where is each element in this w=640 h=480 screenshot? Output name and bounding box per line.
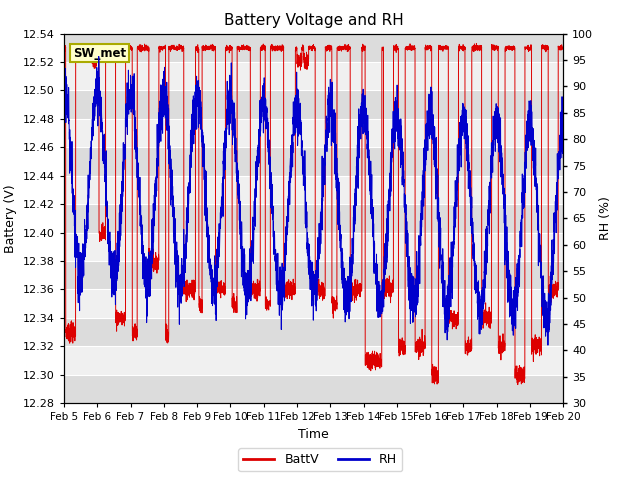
Text: SW_met: SW_met [73,47,126,60]
Title: Battery Voltage and RH: Battery Voltage and RH [224,13,403,28]
Y-axis label: Battery (V): Battery (V) [4,184,17,252]
Bar [64,204,563,233]
Bar [64,147,563,176]
Y-axis label: RH (%): RH (%) [599,196,612,240]
Bar [64,34,563,62]
Bar [64,261,563,289]
Bar [64,90,563,119]
X-axis label: Time: Time [298,428,329,441]
Bar [64,375,563,403]
Legend: BattV, RH: BattV, RH [238,448,402,471]
Bar [64,318,563,347]
